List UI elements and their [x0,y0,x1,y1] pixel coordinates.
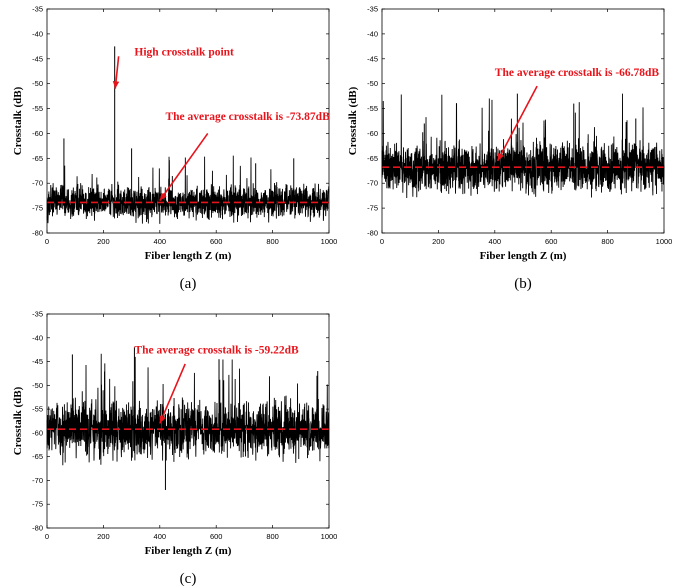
chart-a-y-axis-label: Crosstalk (dB) [12,86,24,155]
chart-a-annotation-arrow-1 [159,132,209,202]
chart-c-xtick-label-5: 1000 [321,532,338,541]
crosstalk-chart-c: -35 -40 -45 -50 -55 -60 -65 -70 -75 -800 200 400 600… [12,310,338,586]
chart-c-ytick-label-1: -40 [32,333,43,342]
chart-b-ytick-label-9: -80 [367,229,378,238]
chart-c-ytick-label-5: -60 [32,428,43,437]
chart-c-ytick-label-9: -80 [32,524,43,533]
chart-a-annotation-text-0: High crosstalk point [134,46,234,58]
chart-a-xtick-label-3: 600 [210,237,223,246]
chart-a-annotation-text-1: The average crosstalk is -73.87dB [165,111,330,123]
chart-a-x-axis-label: Fiber length Z (m) [145,250,232,262]
chart-c-xtick-label-0: 0 [45,532,49,541]
crosstalk-chart-b: -35 -40 -45 -50 -55 -60 -65 -70 -75 -800 200 400 600… [347,5,673,293]
chart-a-xtick-label-2: 400 [154,237,167,246]
chart-b-ytick-label-2: -45 [367,54,378,63]
chart-b-xtick-label-2: 400 [489,237,502,246]
chart-a-panel-label: (a) [180,276,197,292]
chart-c-xtick-label-1: 200 [97,532,110,541]
chart-b-ytick-label-3: -50 [367,79,378,88]
chart-b-ytick-label-6: -65 [367,154,378,163]
chart-c-ytick-label-8: -75 [32,500,43,509]
chart-c-y-axis-label: Crosstalk (dB) [12,386,24,455]
chart-b-xtick-label-0: 0 [380,237,384,246]
chart-c-annotation-text-0: The average crosstalk is -59.22dB [134,344,299,356]
chart-b-crosstalk-trace [381,93,665,198]
chart-a-ytick-label-8: -75 [32,204,43,213]
chart-b-xtick-label-5: 1000 [656,237,673,246]
chart-b-xtick-label-1: 200 [432,237,445,246]
chart-a-xtick-label-4: 800 [266,237,279,246]
chart-a-ytick-label-5: -60 [32,129,43,138]
chart-a-crosstalk-trace [46,155,330,224]
chart-b-xtick-label-3: 600 [545,237,558,246]
chart-a-ytick-label-2: -45 [32,54,43,63]
crosstalk-chart-a: -35 -40 -45 -50 -55 -60 -65 -70 -75 -800 200 400 600… [12,5,338,293]
chart-a-ytick-label-9: -80 [32,229,43,238]
chart-b-xtick-label-4: 800 [601,237,614,246]
chart-c-ytick-label-3: -50 [32,381,43,390]
chart-a-ytick-label-6: -65 [32,154,43,163]
chart-c-ytick-label-0: -35 [32,310,43,319]
chart-c-xtick-label-3: 600 [210,532,223,541]
chart-c-ytick-label-4: -55 [32,405,43,414]
chart-c-annotation-arrow-0 [159,363,186,424]
chart-a-axes-frame [46,8,330,234]
chart-b-annotation-text-0: The average crosstalk is -66.78dB [495,67,660,79]
chart-c-axes-frame [46,313,330,529]
chart-b-plot-area [382,9,664,233]
chart-b-ytick-label-1: -40 [367,29,378,38]
chart-c-annotation-arrowhead-0 [159,415,166,424]
chart-a-xtick-label-1: 200 [97,237,110,246]
chart-b-ytick-label-5: -60 [367,129,378,138]
chart-panel-c: -35 -40 -45 -50 -55 -60 -65 -70 -75 -80 0 200 400 600… [0,302,340,586]
chart-a-xtick-label-0: 0 [45,237,49,246]
chart-c-panel-label: (c) [180,571,197,586]
chart-b-x-axis-label: Fiber length Z (m) [480,250,567,262]
chart-c-crosstalk-trace [46,353,330,466]
chart-c-ytick-label-6: -65 [32,452,43,461]
chart-b-annotation-arrowhead-0 [497,152,504,161]
chart-a-annotation-arrowhead-0 [112,81,120,89]
chart-b-ytick-label-8: -75 [367,204,378,213]
chart-a-ytick-label-1: -40 [32,29,43,38]
chart-a-annotation-arrowhead-1 [159,192,167,201]
chart-b-panel-label: (b) [514,276,532,292]
chart-b-ytick-label-4: -55 [367,104,378,113]
chart-c-xtick-label-4: 800 [266,532,279,541]
chart-a-xtick-label-5: 1000 [321,237,338,246]
chart-c-ytick-label-7: -70 [32,476,43,485]
chart-a-ytick-label-0: -35 [32,5,43,14]
chart-b-ytick-label-7: -70 [367,179,378,188]
chart-b-axes-frame [381,8,665,234]
chart-b-ytick-label-0: -35 [367,5,378,14]
chart-c-x-axis-label: Fiber length Z (m) [145,545,232,557]
chart-panel-b: -35 -40 -45 -50 -55 -60 -65 -70 -75 -80 0 200 400 600… [336,0,676,300]
chart-a-ytick-label-3: -50 [32,79,43,88]
chart-panel-a: -35 -40 -45 -50 -55 -60 -65 -70 -75 -80 0 200 400 600… [0,0,340,300]
chart-c-ytick-label-2: -45 [32,357,43,366]
chart-a-ytick-label-4: -55 [32,104,43,113]
chart-c-xtick-label-2: 400 [154,532,167,541]
chart-b-annotation-arrow-0 [496,85,538,162]
chart-b-y-axis-label: Crosstalk (dB) [347,86,359,155]
chart-a-ytick-label-7: -70 [32,179,43,188]
